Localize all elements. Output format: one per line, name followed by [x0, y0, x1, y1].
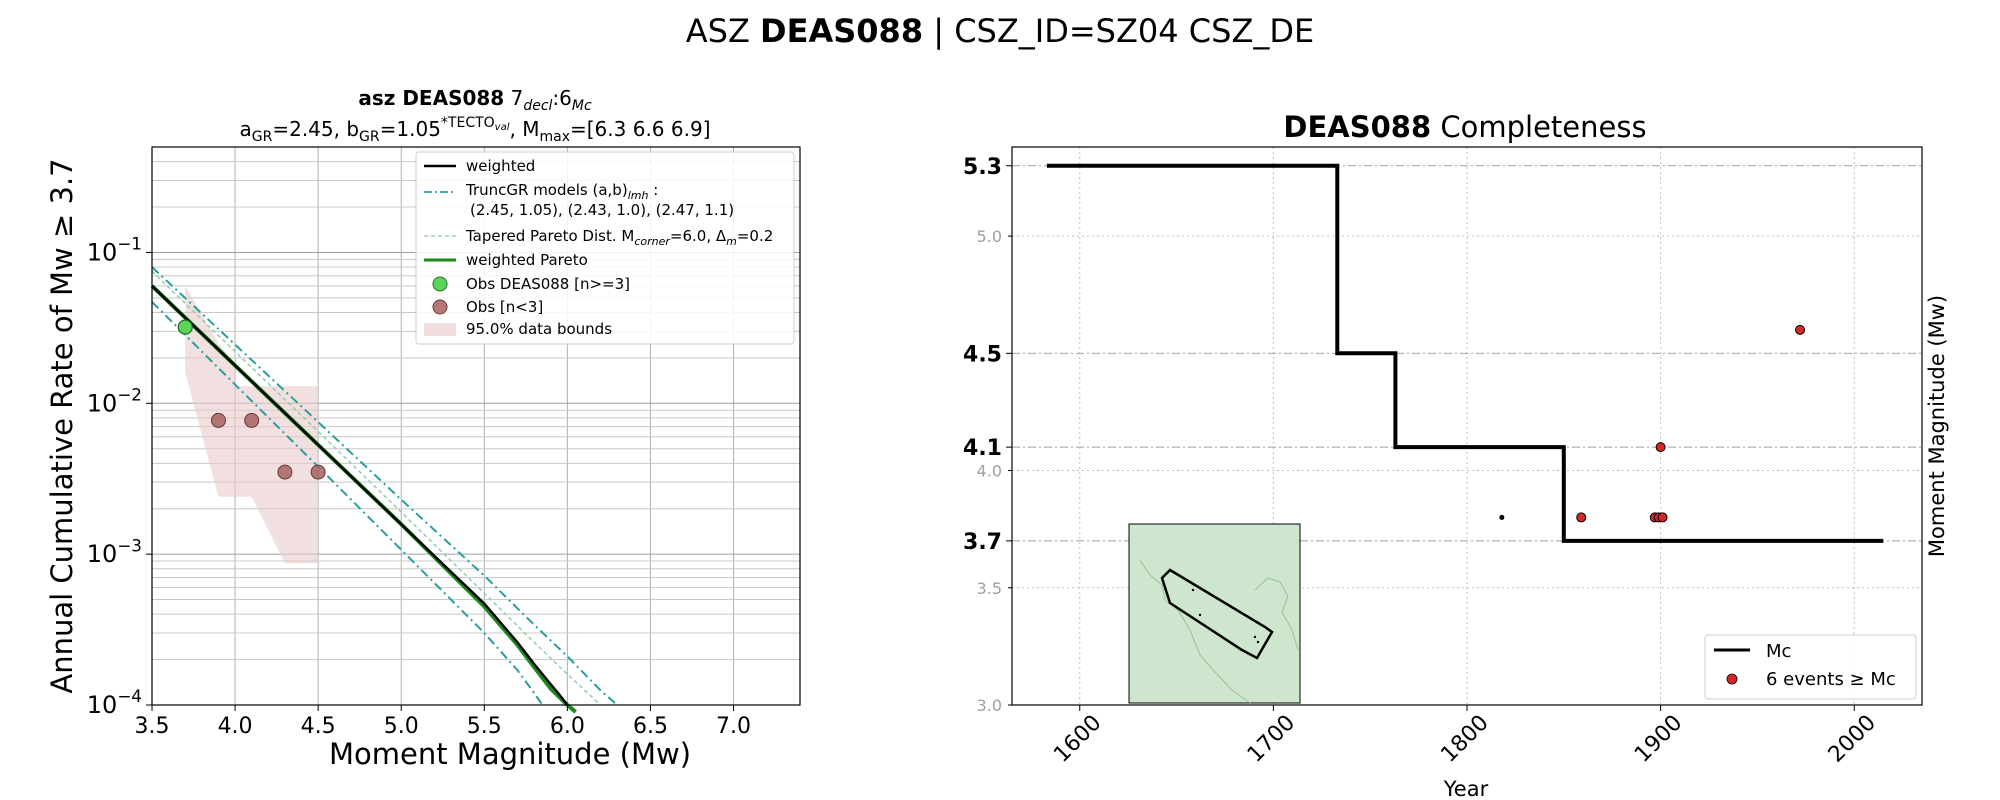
- y-tick-label: 10−1: [87, 234, 142, 267]
- inset-event-dot: [1191, 588, 1195, 592]
- legend-label-weighted: weighted: [466, 157, 535, 175]
- y-tick-label-major: 3.7: [963, 530, 1002, 555]
- inset-coastline-1: [1139, 559, 1251, 704]
- obs-minor-point: [310, 464, 326, 480]
- event-point: [1795, 324, 1806, 335]
- inset-event-dot: [1253, 635, 1257, 639]
- right-legend: Mc 6 events ≥ Mc: [1704, 634, 1917, 700]
- left-y-axis-label: Annual Cumulative Rate of Mw ≥ 3.7: [45, 158, 79, 693]
- left-chart: asz DEAS088 7decl:6Mc aGR=2.45, bGR=1.05…: [45, 86, 801, 771]
- x-tick-label: 6.0: [550, 714, 585, 739]
- left-plot-frame: [151, 146, 801, 706]
- legend-marker-events: [1726, 673, 1738, 685]
- left-x-axis-label: Moment Magnitude (Mw): [329, 737, 691, 771]
- series-line-tapered-pareto: [151, 270, 602, 706]
- right-x-axis-label: Year: [1443, 777, 1489, 800]
- legend-label-obs-main: Obs DEAS088 [n>=3]: [466, 275, 630, 293]
- legend-label-truncgr: TruncGR models (a,b)lmh :: [465, 181, 658, 202]
- x-tick-label: 1900: [1630, 710, 1687, 767]
- x-tick-label: 7.0: [716, 714, 751, 739]
- left-legend: weighted TruncGR models (a,b)lmh : (2.45…: [415, 151, 795, 345]
- legend-label-bounds: 95.0% data bounds: [466, 320, 612, 338]
- x-tick-label: 6.5: [633, 714, 668, 739]
- event-point: [1657, 512, 1668, 523]
- legend-label-tapered: Tapered Pareto Dist. Mcorner=6.0, Δm=0.2: [465, 227, 773, 248]
- obs-minor-point: [277, 464, 293, 480]
- mc-step-path: [1046, 163, 1884, 543]
- event-point: [1576, 512, 1587, 523]
- figure-title: ASZ DEAS088 | CSZ_ID=SZ04 CSZ_DE: [686, 12, 1314, 50]
- legend-label-events: 6 events ≥ Mc: [1766, 669, 1896, 690]
- x-tick-label: 3.5: [135, 714, 170, 739]
- x-tick-label: 4.0: [218, 714, 253, 739]
- mc-step-line: [1046, 163, 1884, 543]
- legend-patch-bounds: [424, 323, 456, 336]
- x-tick-label: 2000: [1824, 710, 1881, 767]
- obs-minor-point: [210, 412, 226, 428]
- y-tick-label: 3.5: [977, 579, 1002, 598]
- right-legend-box: [1704, 634, 1917, 700]
- legend-label-obs-minor: Obs [n<3]: [466, 298, 543, 316]
- y-tick-label: 10−2: [87, 384, 142, 417]
- inset-map-background: [1128, 523, 1301, 704]
- y-tick-label: 3.0: [977, 696, 1002, 715]
- right-events: [1499, 324, 1806, 523]
- legend-label-weighted-pareto: weighted Pareto: [466, 251, 588, 269]
- left-legend-box: [415, 151, 795, 345]
- x-tick-label: 4.5: [301, 714, 336, 739]
- event-point: [1655, 442, 1666, 453]
- x-tick-label: 5.0: [384, 714, 419, 739]
- minor-event-point: [1499, 514, 1505, 520]
- right-title: DEAS088 Completeness: [1283, 110, 1646, 144]
- y-tick-label: 10−4: [87, 686, 142, 719]
- x-tick-label: 1700: [1243, 710, 1300, 767]
- left-series: [150, 266, 618, 714]
- series-line-truncgr-low: [151, 301, 544, 706]
- x-tick-label: 5.5: [467, 714, 502, 739]
- left-axis-ticks: 3.5 4.0 4.5 5.0 5.5 6.0 6.5 7.0 10−1 10−2 10−3 10−4: [87, 234, 751, 739]
- left-title-line1: asz DEAS088 7decl:6Mc: [358, 86, 592, 114]
- y-tick-label-major: 4.1: [963, 436, 1002, 461]
- obs-main-point: [177, 319, 193, 335]
- right-chart: DEAS088 Completeness 1600 1700 1800 1900 200…: [963, 110, 1949, 800]
- y-tick-label-major: 5.3: [963, 155, 1002, 180]
- y-tick-label: 10−3: [87, 535, 142, 568]
- series-line-weighted: [151, 285, 569, 706]
- y-tick-label: 5.0: [977, 227, 1002, 246]
- x-tick-label: 1800: [1436, 710, 1493, 767]
- inset-event-dot: [1256, 640, 1260, 644]
- inset-coastline-2: [1254, 577, 1299, 651]
- legend-label-mc: Mc: [1766, 641, 1791, 662]
- inset-map: [1128, 523, 1301, 704]
- legend-label-truncgr-values: (2.45, 1.05), (2.43, 1.0), (2.47, 1.1): [470, 201, 734, 219]
- inset-event-dot: [1198, 613, 1202, 617]
- y-tick-label-major: 4.5: [963, 342, 1002, 367]
- inset-zone-outline: [1160, 568, 1274, 660]
- left-observations: [177, 319, 326, 480]
- legend-marker-obs-minor: [432, 299, 448, 315]
- legend-marker-obs-main: [432, 276, 448, 292]
- x-tick-label: 1600: [1049, 710, 1106, 767]
- right-y-axis-label: Moment Magnitude (Mw): [1925, 295, 1949, 557]
- y-tick-label: 4.0: [977, 462, 1002, 481]
- obs-minor-point: [244, 412, 260, 428]
- left-title-line2: aGR=2.45, bGR=1.05*TECTOval, Mmax=[6.3 6…: [240, 115, 711, 145]
